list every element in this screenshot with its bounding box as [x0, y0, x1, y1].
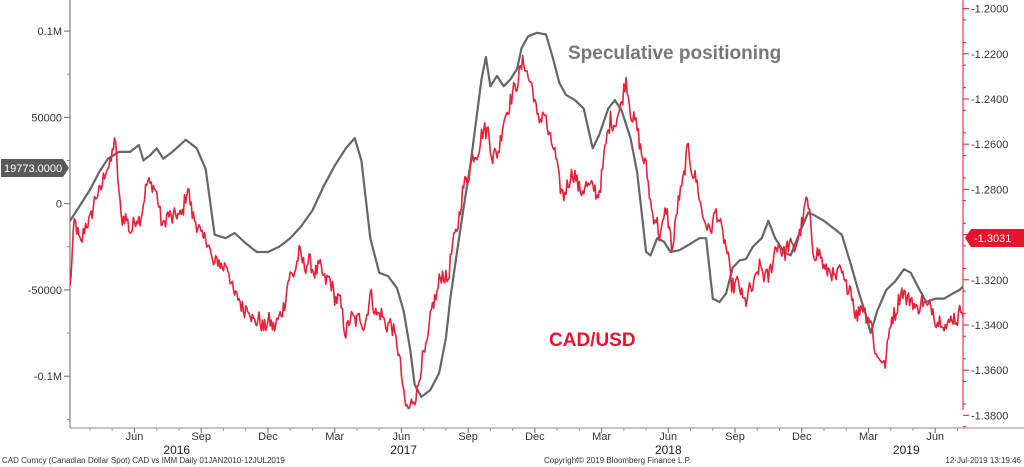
right-axis-tick-label: -1.2800 — [971, 184, 1008, 196]
x-axis-month-label: Mar — [592, 431, 611, 443]
right-axis-tick-label: -1.3600 — [971, 365, 1008, 377]
cad-usd-annotation: CAD/USD — [549, 330, 636, 351]
axes-group: 0.1M 50000 0 -50000 -0.1M -1.2000 -1.2200 -1.24… — [28, 0, 1024, 457]
left-axis-tick-label: 50000 — [31, 112, 62, 124]
right-axis-tick-label: -1.2200 — [971, 49, 1008, 61]
right-axis-tick-label: -1.2400 — [971, 94, 1008, 106]
current-value-badge-left: 19773.0000 — [1, 159, 69, 177]
x-axis-month-label: Jun — [659, 431, 677, 443]
current-value-left-text: 19773.0000 — [4, 163, 62, 175]
cad-usd-line — [70, 54, 963, 409]
left-axis-tick-label: -0.1M — [34, 371, 62, 383]
x-axis-month-label: Dec — [258, 431, 278, 443]
current-value-badge-left-shape — [1, 159, 69, 177]
x-axis-month-label: Sep — [725, 431, 745, 443]
x-axis-month-label: Jun — [126, 431, 144, 443]
right-axis-tick-label: -1.2000 — [971, 4, 1008, 16]
left-axis-tick-label: 0 — [56, 199, 62, 211]
x-axis-year-label: 2018 — [655, 443, 682, 457]
right-axis-tick-label: -1.3800 — [971, 410, 1008, 422]
x-axis-month-label: Mar — [859, 431, 878, 443]
right-axis-tick-label: -1.3200 — [971, 275, 1008, 287]
right-axis-tick-label: -1.3400 — [971, 320, 1008, 332]
x-axis-year-label: 2019 — [893, 443, 920, 457]
left-axis-tick-label: 0.1M — [38, 26, 62, 38]
current-value-right-text: -1.3031 — [974, 233, 1011, 245]
x-axis-month-label: Jun — [393, 431, 411, 443]
footer-source: CAD Curncy (Canadian Dollar Spot) CAD vs… — [2, 456, 285, 465]
labels-layer: Speculative positioning CAD/USD — [549, 43, 781, 351]
footer-copyright: Copyright© 2019 Bloomberg Finance L.P. — [544, 456, 691, 465]
current-value-badge-right-shape — [965, 229, 1024, 247]
current-value-badge-right: -1.3031 — [965, 229, 1024, 247]
left-axis-tick-label: -50000 — [28, 285, 62, 297]
x-axis-month-label: Sep — [458, 431, 478, 443]
x-axis-month-label: Dec — [792, 431, 812, 443]
speculative-positioning-annotation: Speculative positioning — [568, 43, 781, 64]
x-axis-year-label: 2016 — [163, 443, 190, 457]
series-layer — [70, 31, 963, 409]
x-axis-month-label: Dec — [525, 431, 545, 443]
x-axis-month-label: Jun — [926, 431, 944, 443]
footer-timestamp: 12-Jul-2019 13:19:46 — [945, 456, 1021, 465]
x-axis-month-label: Mar — [325, 431, 344, 443]
right-axis-tick-label: -1.2600 — [971, 139, 1008, 151]
x-axis-year-label: 2017 — [390, 443, 417, 457]
speculative-positioning-line — [70, 31, 963, 398]
footer: CAD Curncy (Canadian Dollar Spot) CAD vs… — [2, 456, 1022, 465]
x-axis-month-label: Sep — [191, 431, 211, 443]
